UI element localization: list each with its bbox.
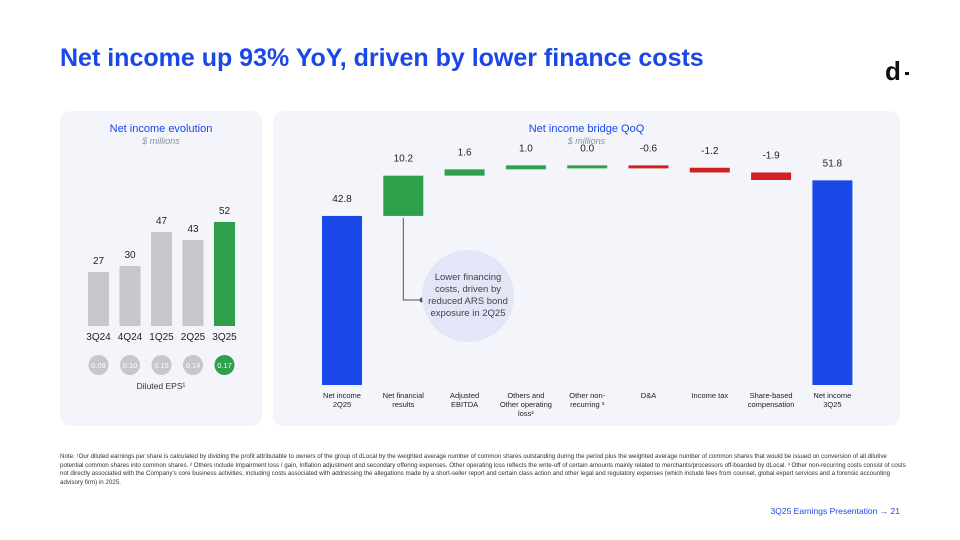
- waterfall-label-1-1: results: [392, 400, 414, 409]
- eps-badge-2Q25: [183, 355, 203, 375]
- tick-3Q25: 3Q25: [212, 332, 237, 343]
- waterfall-label-4-0: Other non-: [569, 391, 605, 400]
- waterfall-label-5-0: D&A: [641, 391, 656, 400]
- waterfall-bar-1: [383, 175, 424, 216]
- waterfall-bar-7: [751, 172, 792, 180]
- eps-label: Diluted EPS¹: [136, 381, 186, 391]
- waterfall-bar-4: [567, 165, 608, 169]
- waterfall-label-7-0: Share-based: [750, 391, 793, 400]
- dlocal-logo: d: [885, 56, 901, 86]
- waterfall-label-1-0: Net financial: [383, 391, 425, 400]
- logo-dot: [905, 72, 909, 75]
- waterfall-label-0-1: 2Q25: [333, 400, 351, 409]
- waterfall-value-3: 1.0: [519, 143, 533, 154]
- waterfall-value-5: -0.6: [640, 143, 658, 154]
- eps-badge-3Q24: [88, 355, 109, 375]
- bar-value-2Q25: 43: [187, 224, 199, 235]
- waterfall-bar-6: [689, 167, 730, 173]
- bar-4Q24: [119, 266, 141, 326]
- bar-value-3Q24: 27: [93, 256, 105, 267]
- eps-value-3Q24: 0.09: [91, 361, 106, 370]
- bar-2Q25: [182, 240, 204, 326]
- page-title: Net income up 93% YoY, driven by lower f…: [60, 44, 704, 72]
- waterfall-label-7-1: compensation: [748, 400, 795, 409]
- tick-1Q25: 1Q25: [149, 332, 174, 343]
- bar-1Q25: [151, 232, 172, 326]
- bar-value-3Q25: 52: [219, 206, 231, 217]
- bar-value-4Q24: 30: [124, 250, 136, 261]
- waterfall-label-2-1: EBITDA: [451, 400, 478, 409]
- callout-text: Lower financing costs, driven by reduced…: [428, 272, 508, 319]
- waterfall-label-0-0: Net income: [323, 391, 361, 400]
- waterfall-bar-2: [444, 169, 485, 176]
- waterfall-label-3-2: loss²: [518, 409, 534, 418]
- eps-value-1Q25: 0.15: [154, 361, 169, 370]
- waterfall-value-4: 0.0: [580, 143, 594, 154]
- waterfall-value-0: 42.8: [332, 194, 352, 205]
- waterfall-label-8-0: Net income: [813, 391, 851, 400]
- tick-2Q25: 2Q25: [181, 332, 206, 343]
- waterfall-label-3-1: Other operating: [500, 400, 552, 409]
- waterfall-label-6-0: Income tax: [691, 391, 728, 400]
- net-income-bridge-panel: Net income bridge QoQ $ millions: [273, 111, 900, 426]
- eps-badge-3Q25: [214, 355, 235, 375]
- left-panel-subtitle: $ millions: [142, 136, 180, 146]
- waterfall-label-2-0: Adjusted: [450, 391, 479, 400]
- eps-value-4Q24: 0.10: [123, 361, 138, 370]
- footer-page-label: 3Q25 Earnings Presentation → 21: [770, 506, 900, 516]
- bar-3Q24: [88, 272, 109, 326]
- waterfall-value-7: -1.9: [762, 150, 780, 161]
- right-panel-title: Net income bridge QoQ: [528, 123, 645, 135]
- waterfall-bar-8: [812, 180, 853, 385]
- right-panel-subtitle: $ millions: [567, 136, 606, 146]
- waterfall-bar-0: [322, 215, 362, 385]
- waterfall-value-1: 10.2: [394, 154, 414, 165]
- waterfall-value-2: 1.6: [458, 147, 472, 158]
- waterfall-label-3-0: Others and: [507, 391, 544, 400]
- footnote: Note: ¹Our diluted earnings per share is…: [60, 453, 906, 486]
- waterfall-bar-3: [505, 165, 546, 170]
- bar-3Q25: [214, 222, 235, 326]
- callout-connector: [402, 217, 422, 301]
- callout-bubble: Lower financing costs, driven by reduced…: [422, 250, 514, 342]
- waterfall-bar-5: [628, 165, 669, 169]
- waterfall-value-6: -1.2: [701, 146, 719, 157]
- eps-badge-1Q25: [151, 355, 172, 375]
- eps-value-3Q25: 0.17: [217, 361, 232, 370]
- left-panel-title: Net income evolution: [109, 123, 213, 135]
- waterfall-label-8-1: 3Q25: [823, 400, 841, 409]
- eps-badge-4Q24: [120, 355, 140, 375]
- bar-value-1Q25: 47: [156, 216, 168, 227]
- tick-3Q24: 3Q24: [86, 332, 111, 343]
- eps-value-2Q25: 0.14: [186, 361, 201, 370]
- waterfall-value-8: 51.8: [823, 158, 843, 169]
- waterfall-label-4-1: recurring ³: [570, 400, 605, 409]
- tick-4Q24: 4Q24: [118, 332, 143, 343]
